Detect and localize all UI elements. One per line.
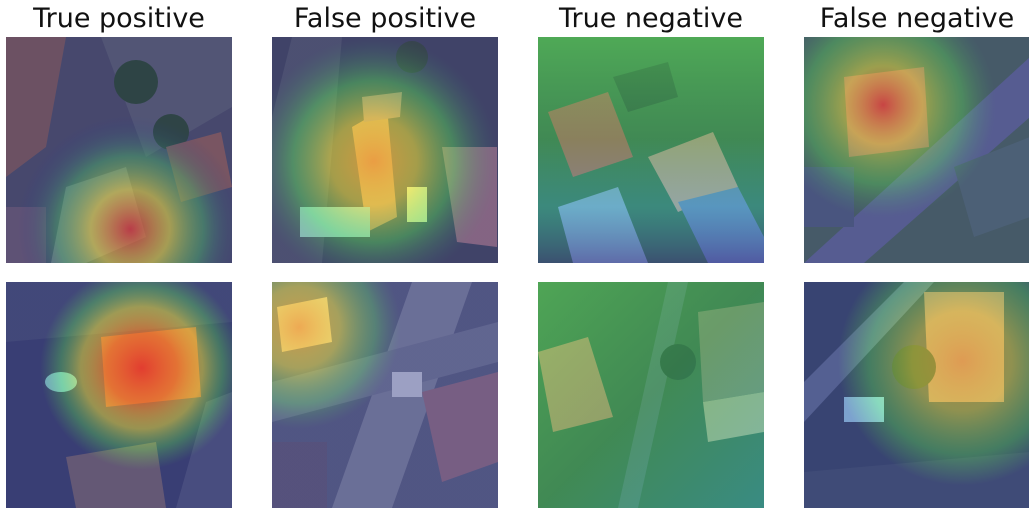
tile-true-positive-2: [6, 282, 232, 508]
column-title-true-positive: True positive: [33, 3, 205, 34]
aerial-heatmap-image: [6, 37, 232, 263]
tile-false-negative-1: [804, 37, 1029, 263]
tile-true-positive-1: [6, 37, 232, 263]
column-title-false-negative: False negative: [819, 3, 1015, 34]
aerial-heatmap-image: [538, 37, 764, 263]
aerial-heatmap-image: [272, 37, 498, 263]
tile-true-negative-2: [538, 282, 764, 508]
tile-false-positive-1: [272, 37, 498, 263]
aerial-heatmap-image: [6, 282, 232, 508]
tile-false-negative-2: [804, 282, 1029, 508]
column-title-false-positive: False positive: [293, 3, 477, 34]
aerial-heatmap-image: [804, 282, 1029, 508]
aerial-heatmap-image: [272, 282, 498, 508]
aerial-heatmap-image: [538, 282, 764, 508]
tile-false-positive-2: [272, 282, 498, 508]
column-title-true-negative: True negative: [558, 3, 744, 34]
aerial-heatmap-image: [804, 37, 1029, 263]
tile-true-negative-1: [538, 37, 764, 263]
